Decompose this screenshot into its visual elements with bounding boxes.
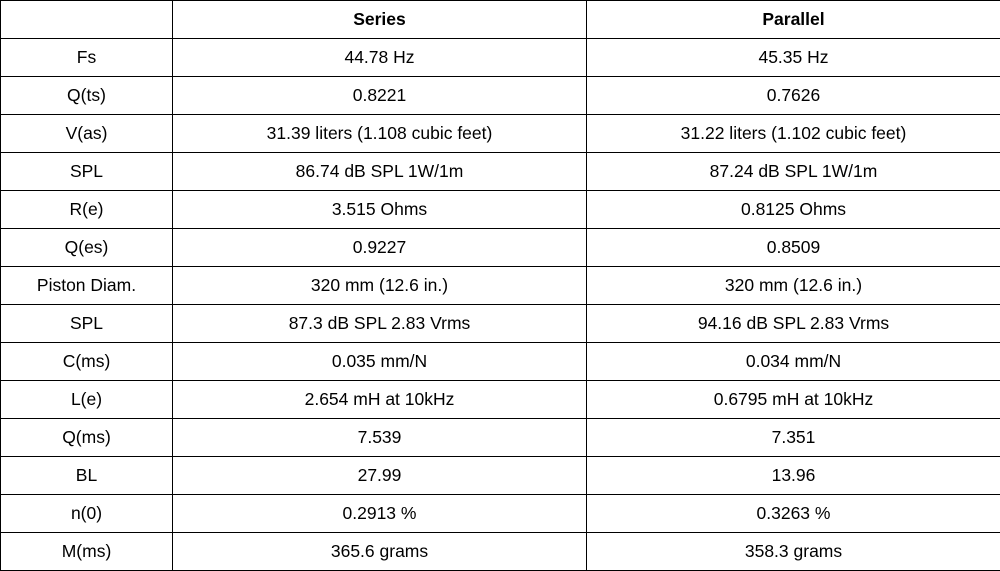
row-label: BL — [1, 457, 173, 495]
value-cell: 86.74 dB SPL 1W/1m — [173, 153, 587, 191]
corner-cell — [1, 1, 173, 39]
value-cell: 0.6795 mH at 10kHz — [587, 381, 1000, 419]
value-cell: 2.654 mH at 10kHz — [173, 381, 587, 419]
value-cell: 320 mm (12.6 in.) — [173, 267, 587, 305]
row-label: Piston Diam. — [1, 267, 173, 305]
value-cell: 0.9227 — [173, 229, 587, 267]
value-cell: 0.7626 — [587, 77, 1000, 115]
table-row: Piston Diam.320 mm (12.6 in.)320 mm (12.… — [1, 267, 1000, 305]
value-cell: 0.034 mm/N — [587, 343, 1000, 381]
row-label: C(ms) — [1, 343, 173, 381]
row-label: Fs — [1, 39, 173, 77]
row-label: Q(ts) — [1, 77, 173, 115]
row-label: R(e) — [1, 191, 173, 229]
value-cell: 94.16 dB SPL 2.83 Vrms — [587, 305, 1000, 343]
value-cell: 0.2913 % — [173, 495, 587, 533]
row-label: SPL — [1, 305, 173, 343]
value-cell: 31.22 liters (1.102 cubic feet) — [587, 115, 1000, 153]
value-cell: 87.24 dB SPL 1W/1m — [587, 153, 1000, 191]
value-cell: 0.035 mm/N — [173, 343, 587, 381]
value-cell: 44.78 Hz — [173, 39, 587, 77]
column-header: Parallel — [587, 1, 1000, 39]
row-label: n(0) — [1, 495, 173, 533]
table-row: V(as)31.39 liters (1.108 cubic feet)31.2… — [1, 115, 1000, 153]
value-cell: 0.8221 — [173, 77, 587, 115]
value-cell: 31.39 liters (1.108 cubic feet) — [173, 115, 587, 153]
value-cell: 13.96 — [587, 457, 1000, 495]
value-cell: 0.3263 % — [587, 495, 1000, 533]
column-header: Series — [173, 1, 587, 39]
row-label: SPL — [1, 153, 173, 191]
value-cell: 0.8125 Ohms — [587, 191, 1000, 229]
value-cell: 3.515 Ohms — [173, 191, 587, 229]
table-row: n(0)0.2913 %0.3263 % — [1, 495, 1000, 533]
value-cell: 0.8509 — [587, 229, 1000, 267]
value-cell: 45.35 Hz — [587, 39, 1000, 77]
value-cell: 27.99 — [173, 457, 587, 495]
row-label: L(e) — [1, 381, 173, 419]
value-cell: 87.3 dB SPL 2.83 Vrms — [173, 305, 587, 343]
row-label: V(as) — [1, 115, 173, 153]
value-cell: 320 mm (12.6 in.) — [587, 267, 1000, 305]
row-label: Q(es) — [1, 229, 173, 267]
value-cell: 7.351 — [587, 419, 1000, 457]
value-cell: 7.539 — [173, 419, 587, 457]
row-label: Q(ms) — [1, 419, 173, 457]
